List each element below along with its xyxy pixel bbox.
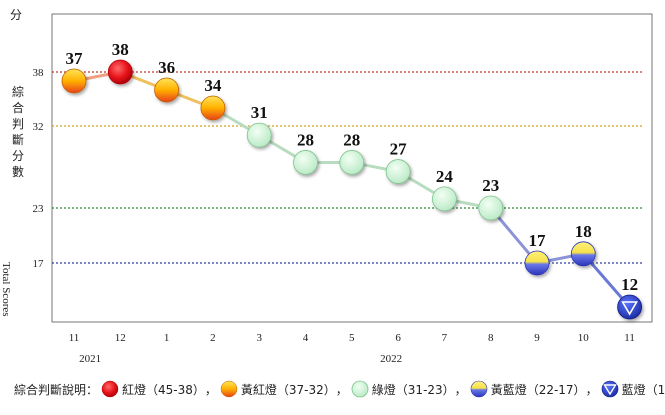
data-label: 37 xyxy=(66,49,84,68)
data-point-red xyxy=(107,59,133,85)
legend-item-blue: 藍燈（16-9） xyxy=(598,379,665,399)
data-label: 27 xyxy=(390,140,408,159)
y-axis-label-chinese: 綜合判斷分數 xyxy=(12,85,25,179)
data-label: 38 xyxy=(112,40,129,59)
data-point-green xyxy=(431,186,457,212)
legend-label: 黃藍燈（22-17） xyxy=(490,382,586,397)
legend-label: 紅燈（45-38） xyxy=(122,382,205,397)
legend-item-yellow-red: 黃紅燈（37-32）， xyxy=(217,379,348,399)
legend-title: 綜合判斷說明： xyxy=(14,382,99,397)
data-label: 31 xyxy=(251,103,268,122)
data-point-green xyxy=(385,159,411,184)
data-label: 34 xyxy=(204,76,222,95)
red-circle-icon xyxy=(101,380,119,398)
x-year-label: 2022 xyxy=(380,353,402,365)
legend-item-yellow-blue: 黃藍燈（22-17）， xyxy=(467,379,598,399)
data-point-yellow-blue xyxy=(570,241,596,267)
x-tick-label: 2 xyxy=(210,332,216,344)
data-point-yellow-red xyxy=(200,95,226,121)
data-point-yellow-red xyxy=(61,68,87,94)
x-tick-label: 11 xyxy=(624,332,635,344)
data-point-blue xyxy=(617,294,642,320)
legend-label: 藍燈（16-9） xyxy=(621,382,665,397)
x-tick-label: 3 xyxy=(256,332,262,344)
data-point-green xyxy=(246,122,272,148)
plot-area-border xyxy=(51,13,653,323)
data-label: 28 xyxy=(343,130,360,149)
y-tick-label: 23 xyxy=(33,203,45,215)
yellow-blue-circle-icon xyxy=(470,380,487,398)
legend-item-green: 綠燈（31-23）， xyxy=(348,379,467,399)
data-point-green xyxy=(293,150,318,175)
data-label: 36 xyxy=(158,58,175,77)
x-tick-label: 6 xyxy=(395,332,401,344)
signal-legend: 綜合判斷說明： 紅燈（45-38）， 黃紅燈（37-32）， 綠燈（31-23）… xyxy=(14,376,665,402)
legend-item-red: 紅燈（45-38）， xyxy=(98,379,217,399)
x-tick-label: 8 xyxy=(488,332,494,344)
data-label: 12 xyxy=(621,275,638,294)
y-axis-label-english: Total Scores xyxy=(0,262,12,317)
y-tick-label: 32 xyxy=(33,121,44,133)
data-label: 23 xyxy=(482,176,499,195)
x-tick-label: 12 xyxy=(115,332,126,344)
x-tick-label: 1 xyxy=(164,332,170,344)
y-tick-label: 17 xyxy=(33,258,45,270)
data-label: 24 xyxy=(436,167,454,186)
legend-label: 黃紅燈（37-32） xyxy=(240,382,336,397)
x-year-label: 2021 xyxy=(79,353,101,365)
legend-label: 綠燈（31-23） xyxy=(371,382,455,397)
data-point-green xyxy=(478,195,504,221)
y-tick-label: 38 xyxy=(33,67,45,79)
data-point-yellow-red xyxy=(154,77,180,103)
x-tick-label: 7 xyxy=(442,332,448,344)
data-label: 17 xyxy=(529,231,547,250)
x-tick-label: 4 xyxy=(303,332,309,344)
y-unit-label: 分 xyxy=(10,8,23,22)
data-point-yellow-blue xyxy=(524,250,550,276)
x-tick-label: 9 xyxy=(534,332,540,344)
x-tick-label: 10 xyxy=(578,332,590,344)
data-label: 18 xyxy=(575,222,592,241)
x-tick-label: 11 xyxy=(69,332,80,344)
data-point-green xyxy=(339,150,365,175)
yellow-red-circle-icon xyxy=(220,380,238,398)
x-tick-label: 5 xyxy=(349,332,355,344)
blue-triangle-icon xyxy=(621,301,638,316)
blue-triangle-icon xyxy=(601,380,618,398)
data-label: 28 xyxy=(297,130,314,149)
green-circle-icon xyxy=(351,380,369,398)
